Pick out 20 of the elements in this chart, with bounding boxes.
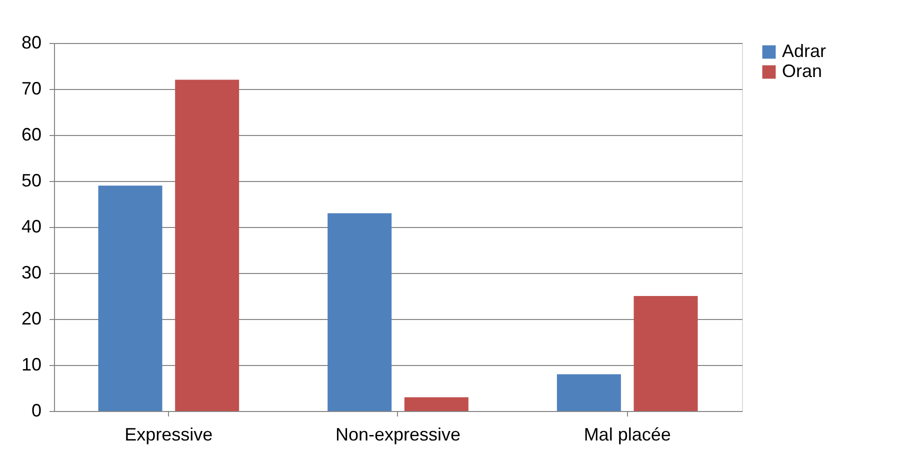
bar: [328, 213, 392, 411]
bar: [634, 296, 698, 411]
y-tick-label: 70: [21, 78, 42, 98]
y-tick-label: 0: [31, 400, 42, 420]
y-tick-label: 10: [21, 354, 42, 374]
y-tick-label: 20: [21, 308, 42, 328]
legend-label: Oran: [782, 61, 822, 81]
x-tick-label: Non-expressive: [335, 424, 461, 444]
y-tick-label: 40: [21, 216, 42, 236]
x-tick-label: Expressive: [124, 424, 213, 444]
legend-label: Adrar: [782, 41, 826, 61]
y-tick-label: 80: [21, 32, 42, 52]
bar: [404, 397, 468, 411]
bar: [556, 374, 621, 411]
y-tick-label: 30: [21, 262, 42, 282]
x-tick-label: Mal placée: [584, 424, 671, 444]
bar: [175, 80, 240, 411]
y-tick-label: 50: [21, 170, 42, 190]
y-tick-label: 60: [21, 124, 42, 144]
bar: [98, 186, 162, 411]
